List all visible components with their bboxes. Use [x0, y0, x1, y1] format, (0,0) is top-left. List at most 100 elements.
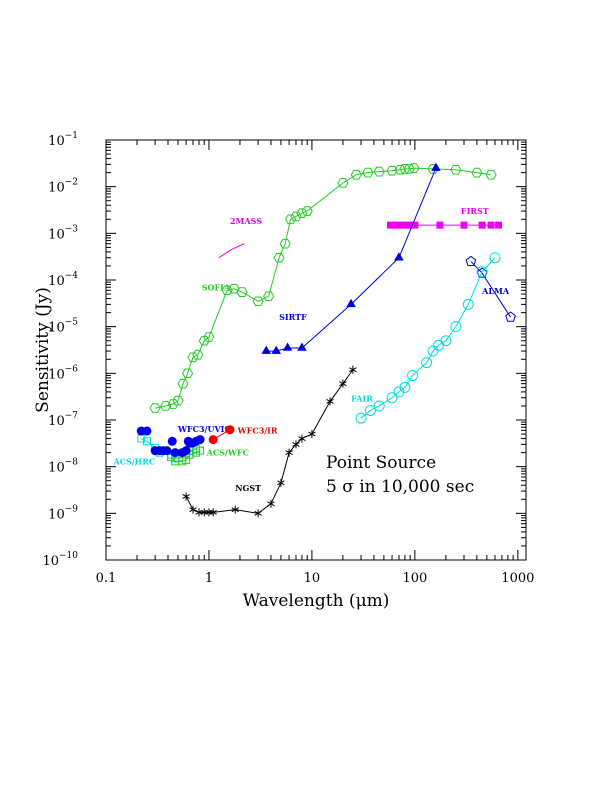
sofia-point — [273, 252, 285, 263]
first-point — [396, 221, 404, 229]
alma-point — [505, 311, 516, 322]
sofia-point — [350, 169, 362, 180]
sofia-point — [485, 169, 497, 180]
ngst-point — [277, 478, 285, 487]
2mass-line — [218, 243, 245, 259]
annotation-line-2: 5 σ in 10,000 sec — [326, 477, 474, 497]
fair-point — [489, 252, 501, 264]
sofia-point — [203, 332, 215, 342]
sofia-point — [408, 163, 420, 173]
y-tick-label: 10−9 — [48, 504, 78, 522]
annotation-line-1: Point Source — [326, 453, 436, 473]
sofia-point — [172, 395, 184, 406]
fair-point — [364, 404, 376, 416]
ngst-point — [339, 379, 347, 388]
sofia-point — [236, 287, 248, 297]
sofia-point — [177, 378, 189, 389]
sofia-point — [284, 214, 297, 225]
first-point — [401, 221, 409, 229]
fair-point — [427, 345, 439, 357]
sirtf-point — [346, 298, 356, 308]
wfc3-ir-point — [225, 425, 235, 435]
sofia-point — [290, 211, 302, 222]
sirtf-point — [431, 162, 441, 171]
sofia-point — [394, 164, 406, 175]
first-point — [478, 221, 486, 229]
ngst-point — [231, 505, 239, 514]
sofia-point — [450, 164, 462, 175]
fair-point — [399, 381, 411, 393]
ngst-point — [285, 448, 293, 457]
sofia-point — [373, 166, 385, 177]
first-point — [436, 221, 444, 229]
sofia-point — [228, 283, 240, 294]
y-axis-title: Sensitivity (Jy) — [33, 287, 53, 413]
ngst-label: NGST — [235, 483, 261, 493]
2mass-label: 2MASS — [230, 216, 262, 226]
sofia-point — [182, 368, 194, 379]
sofia-point — [403, 164, 415, 174]
first-point — [487, 221, 495, 229]
y-tick-label: 10−10 — [42, 551, 78, 569]
sofia-point — [362, 167, 374, 178]
wfc3-uvis-point — [162, 446, 172, 456]
acs-hrc-point — [142, 437, 151, 446]
ngst-point — [292, 440, 300, 449]
first-point — [387, 221, 395, 229]
fair-point — [462, 298, 474, 310]
sofia-label: SOFIA — [202, 282, 231, 292]
acs-wfc-label: ACS/WFC — [206, 447, 249, 457]
sofia-point — [337, 178, 349, 188]
acs-wfc-point — [196, 446, 205, 455]
sofia-point — [221, 285, 233, 296]
sirtf-point — [261, 345, 272, 354]
wfc3-uvis-point — [181, 446, 191, 456]
series-ngst: NGST — [182, 365, 357, 518]
sofia-point — [160, 401, 172, 411]
x-tick-label: 1000 — [501, 571, 534, 586]
fair-point — [440, 335, 452, 347]
first-point — [392, 221, 400, 229]
sofia-point — [187, 352, 199, 363]
fair-point — [450, 321, 462, 333]
sofia-point — [167, 399, 179, 409]
sofia-point — [279, 238, 291, 249]
sirtf-point — [282, 342, 293, 351]
alma-point — [465, 255, 477, 266]
axis-ticks: 0.1 1 10 100 100010−1010−910−810−710−610−510… — [42, 131, 534, 586]
ngst-point — [267, 499, 275, 508]
sirtf-label: SIRTF — [279, 312, 307, 322]
y-tick-label: 10−1 — [48, 131, 78, 149]
sofia-point — [149, 403, 161, 413]
first-point — [495, 221, 503, 229]
sofia-point — [198, 335, 210, 346]
fair-point — [476, 266, 488, 278]
plot-frame — [105, 139, 527, 561]
sirtf-point — [271, 345, 281, 354]
series-first: FIRST — [387, 206, 503, 229]
x-tick-label: 100 — [402, 571, 427, 586]
fair-point — [407, 369, 419, 381]
first-label: FIRST — [461, 206, 489, 216]
ngst-point — [326, 397, 334, 406]
series-2mass: 2MASS — [218, 216, 262, 259]
series-wfc3-ir: WFC3/IR — [208, 425, 278, 445]
ngst-point — [308, 430, 316, 439]
y-tick-label: 10−4 — [48, 271, 78, 289]
first-point — [406, 221, 414, 229]
alma-line — [470, 261, 511, 318]
fair-point — [355, 412, 367, 424]
wfc3-uvis-point — [195, 435, 205, 445]
sirtf-point — [297, 342, 307, 351]
sofia-point — [386, 165, 398, 176]
series-sirtf: SIRTF — [261, 162, 441, 354]
fair-point — [373, 400, 385, 412]
wfc3-uvis-point — [142, 426, 152, 436]
sirtf-point — [394, 252, 404, 261]
series-layer: SOFIA 2MASS FIRST SIRTF ALMA FAIR NGST ACS/HRC A… — [112, 162, 516, 518]
y-tick-label: 10−2 — [48, 178, 78, 196]
sofia-point — [301, 206, 313, 216]
fair-label: FAIR — [351, 393, 373, 403]
ngst-point — [298, 434, 306, 443]
series-alma: ALMA — [465, 255, 516, 322]
